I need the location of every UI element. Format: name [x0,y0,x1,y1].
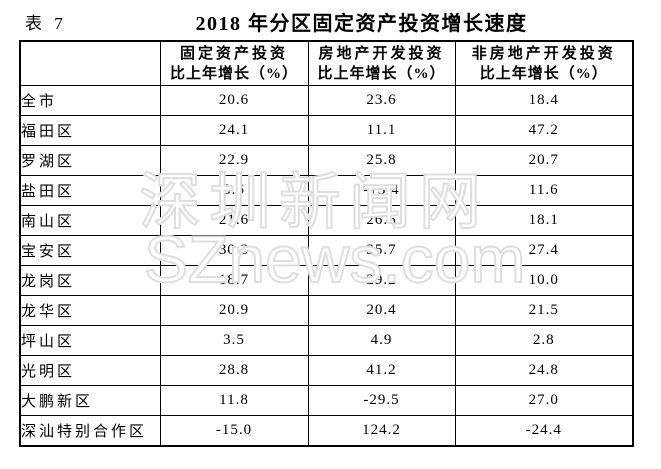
value-cell: 18.7 [159,265,309,296]
table-row: 南山区 21.6 26.6 18.1 [19,205,634,236]
value-cell: 47.2 [454,115,634,146]
value-cell: 11.8 [159,385,309,416]
value-cell: 29.2 [307,265,456,296]
value-cell: 124.2 [307,415,456,447]
value-cell: 18.1 [454,205,634,236]
district-name: 深汕特别合作区 [19,415,161,447]
table-row: 罗湖区 22.9 25.8 20.7 [19,145,634,176]
table-number-label: 表 7 [25,14,67,33]
value-cell: 23.6 [307,85,456,116]
value-cell: 24.1 [159,115,309,146]
value-cell: -24.4 [454,415,634,447]
value-cell: 26.6 [307,205,456,236]
value-cell: 10.0 [454,265,634,296]
table-row: 坪山区 3.5 4.9 2.8 [19,325,634,356]
page-title: 2018 年分区固定资产投资增长速度 [195,13,528,35]
value-cell: 20.6 [159,85,309,116]
column-header-line2: 比上年增长（%） [479,65,608,82]
value-cell: 20.4 [307,295,456,326]
value-cell: 22.9 [159,145,309,176]
table-row: 全市 20.6 23.6 18.4 [19,85,634,116]
table-row: 深汕特别合作区 -15.0 124.2 -24.4 [19,415,634,447]
district-name: 全市 [19,85,161,116]
value-cell: 25.8 [307,145,456,176]
table-row: 盐田区 3.6 -13.4 11.6 [19,175,634,206]
district-name: 宝安区 [19,235,161,266]
district-name: 光明区 [19,355,161,386]
district-name: 南山区 [19,205,161,236]
column-header-line2: 比上年增长（%） [317,65,446,82]
value-cell: 20.7 [454,145,634,176]
district-name: 福田区 [19,115,161,146]
value-cell: 24.8 [454,355,634,386]
table-row: 龙岗区 18.7 29.2 10.0 [19,265,634,296]
value-cell: -15.0 [159,415,309,447]
column-header-line1: 非房地产开发投资 [471,45,616,62]
value-cell: 18.4 [454,85,634,116]
corner-cell [19,40,161,86]
table-row: 光明区 28.8 41.2 24.8 [19,355,634,386]
district-name: 大鹏新区 [19,385,161,416]
value-cell: 35.7 [307,235,456,266]
table-row: 福田区 24.1 11.1 47.2 [19,115,634,146]
value-cell: 30.3 [159,235,309,266]
table-row: 大鹏新区 11.8 -29.5 27.0 [19,385,634,416]
value-cell: 20.9 [159,295,309,326]
value-cell: -29.5 [307,385,456,416]
value-cell: 3.5 [159,325,309,356]
column-header-real-estate: 房地产开发投资 比上年增长（%） [307,40,456,86]
value-cell: 2.8 [454,325,634,356]
investment-growth-table: 固定资产投资 比上年增长（%） 房地产开发投资 比上年增长（%） 非房地产开发投… [19,40,634,447]
value-cell: 4.9 [307,325,456,356]
column-header-line1: 房地产开发投资 [318,45,445,62]
header-row: 固定资产投资 比上年增长（%） 房地产开发投资 比上年增长（%） 非房地产开发投… [19,40,634,86]
value-cell: -13.4 [307,175,456,206]
value-cell: 27.4 [454,235,634,266]
value-cell: 21.6 [159,205,309,236]
column-header-line2: 比上年增长（%） [169,65,298,82]
district-name: 坪山区 [19,325,161,356]
district-name: 盐田区 [19,175,161,206]
value-cell: 11.6 [454,175,634,206]
column-header-fixed-asset: 固定资产投资 比上年增长（%） [159,40,309,86]
district-name: 罗湖区 [19,145,161,176]
column-header-line1: 固定资产投资 [179,45,288,62]
value-cell: 21.5 [454,295,634,326]
value-cell: 3.6 [159,175,309,206]
value-cell: 28.8 [159,355,309,386]
value-cell: 41.2 [307,355,456,386]
table-row: 宝安区 30.3 35.7 27.4 [19,235,634,266]
table-row: 龙华区 20.9 20.4 21.5 [19,295,634,326]
district-name: 龙岗区 [19,265,161,296]
value-cell: 11.1 [307,115,456,146]
value-cell: 27.0 [454,385,634,416]
column-header-non-real-estate: 非房地产开发投资 比上年增长（%） [454,40,634,86]
district-name: 龙华区 [19,295,161,326]
